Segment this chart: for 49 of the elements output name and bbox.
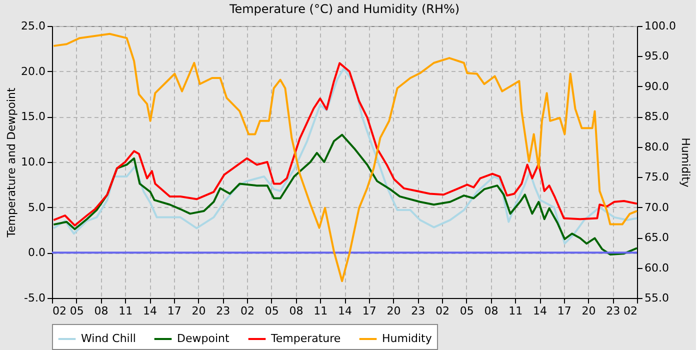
y-tick-label: 5.0 — [28, 200, 46, 214]
y2-tick-label: 55.0 — [644, 292, 669, 304]
x-tick-label: 20 — [386, 304, 401, 318]
x-tick-label: 20 — [192, 304, 206, 318]
x-tick-label: 17 — [167, 304, 182, 318]
y2-tick-label: 85.0 — [644, 110, 669, 124]
x-tick-label: 02 — [624, 304, 638, 318]
y2-tick-label: 80.0 — [644, 140, 669, 154]
chart-title: Temperature (°C) and Humidity (RH%) — [228, 2, 460, 16]
y2-tick-label: 65.0 — [644, 231, 669, 244]
x-tick-label: 02 — [240, 304, 254, 318]
x-tick-label: 23 — [411, 304, 426, 318]
y-tick-label: 25.0 — [21, 20, 46, 32]
x-tick-label: 23 — [216, 304, 230, 318]
x-tick-label: 08 — [484, 304, 498, 318]
y2-tick-label: 60.0 — [644, 261, 669, 274]
x-tick-label: 14 — [338, 304, 352, 318]
y2-axis-title: Humidity — [678, 138, 692, 188]
legend-label: Humidity — [382, 332, 432, 345]
y-tick-label: 15.0 — [21, 110, 46, 124]
legend-label: Dewpoint — [177, 332, 230, 345]
x-tick-label: 02 — [436, 304, 450, 318]
y2-tick-label: 100.0 — [644, 20, 676, 32]
x-tick-label: 23 — [606, 304, 620, 318]
legend-label: Temperature — [270, 332, 341, 345]
x-tick-label: 20 — [582, 304, 596, 318]
x-tick-label: 17 — [362, 304, 376, 318]
legend-label: Wind Chill — [81, 332, 136, 345]
y2-tick-label: 75.0 — [644, 170, 669, 184]
y-tick-label: 0.0 — [28, 246, 46, 260]
x-tick-label: 14 — [143, 304, 157, 318]
y-tick-label: 10.0 — [21, 156, 46, 168]
x-tick-label: 11 — [508, 304, 523, 318]
x-tick-label: 11 — [118, 304, 133, 318]
x-tick-label: 11 — [314, 304, 328, 318]
x-tick-label: 02 — [52, 304, 66, 318]
x-tick-label: 05 — [70, 304, 84, 318]
y2-tick-label: 90.0 — [644, 80, 669, 93]
y2-tick-label: 95.0 — [644, 50, 669, 63]
y2-tick-label: 70.0 — [644, 200, 669, 214]
y-tick-label: 20.0 — [21, 64, 46, 78]
y-tick-label: -5.0 — [24, 292, 46, 304]
x-tick-label: 05 — [264, 304, 279, 318]
x-tick-label: 05 — [460, 304, 474, 318]
x-tick-label: 08 — [94, 304, 108, 318]
x-tick-label: 14 — [533, 304, 547, 318]
x-tick-label: 08 — [289, 304, 304, 318]
y-axis-title: Temperature and Dewpoint — [5, 86, 18, 238]
x-tick-label: 17 — [557, 304, 572, 318]
